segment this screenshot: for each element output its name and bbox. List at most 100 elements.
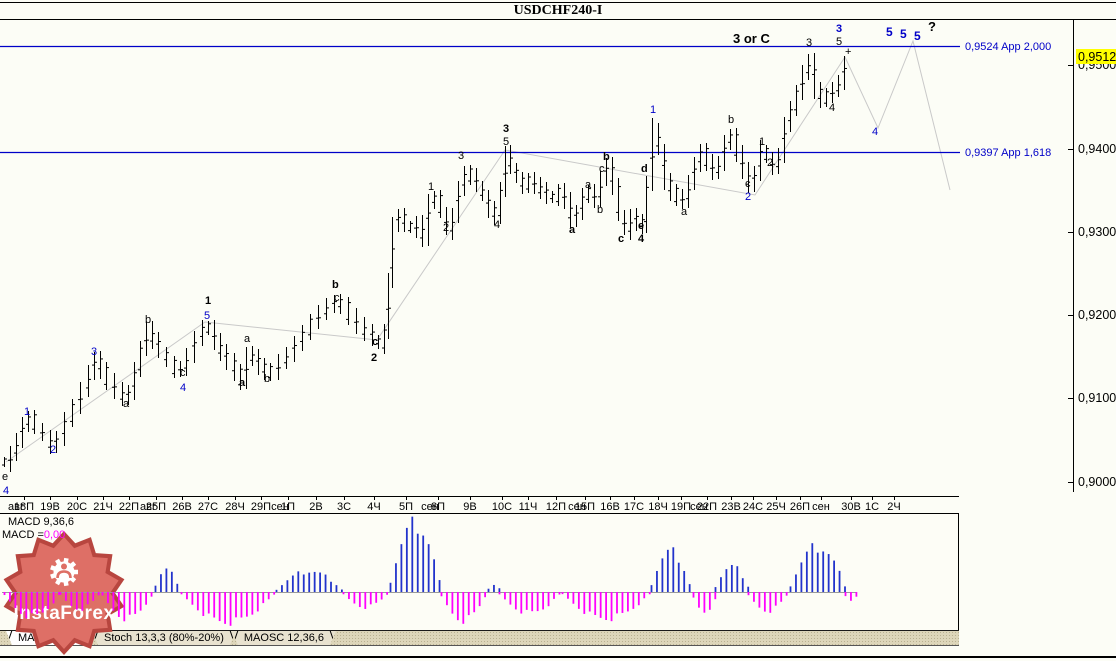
wave-label: 1: [428, 181, 434, 193]
wave-label: 4: [494, 219, 500, 231]
wave-label: b: [332, 279, 339, 291]
wave-label: 5: [886, 25, 893, 39]
time-axis-label: 18Ч: [648, 501, 668, 513]
trend-projection-line: [5, 39, 951, 463]
wave-label: 4: [872, 126, 878, 138]
time-axis-label: 5П: [399, 501, 413, 513]
time-axis-label: 24С: [743, 501, 763, 513]
time-axis-label: 10С: [492, 501, 512, 513]
current-price-tag: [1076, 49, 1116, 64]
wave-label: a: [239, 377, 246, 389]
time-axis-label: 11Ч: [519, 501, 538, 513]
chart-title-bar: USDCHF240-I: [0, 2, 1116, 20]
tab-stoch[interactable]: Stoch 13,3,3 (80%-20%): [92, 631, 236, 645]
macd-value-prefix: MACD =: [2, 529, 44, 541]
wave-label: 2: [443, 222, 449, 234]
time-axis-label: 2В: [309, 501, 322, 513]
wave-label: b: [597, 204, 603, 216]
indicator-tabs: MACD 9,36,6 Stoch 13,3,3 (80%-20%) MAOSC 1…: [0, 630, 959, 646]
wave-label: b: [145, 314, 151, 326]
macd-value: 0,00: [43, 529, 66, 541]
wave-label: c: [618, 233, 624, 245]
time-axis-label: 15П: [575, 501, 595, 513]
wave-label: a: [585, 179, 592, 191]
wave-label: +: [845, 46, 851, 58]
wave-label: c: [599, 163, 605, 175]
wave-label: 1: [205, 295, 211, 307]
wave-label: b: [264, 373, 270, 385]
time-axis-month-label: сен: [690, 501, 708, 513]
wave-label: ?: [928, 19, 936, 34]
wave-label: 5: [204, 310, 210, 322]
time-axis-month-label: авг: [8, 501, 24, 513]
wave-label: c: [372, 336, 378, 348]
wave-label: 2: [50, 444, 56, 456]
wave-label: 5: [900, 27, 907, 41]
time-axis-month-label: авг: [140, 501, 156, 513]
wave-label: e: [2, 471, 8, 483]
time-axis-label: 21Ч: [93, 501, 113, 513]
time-axis-label: 18П: [14, 501, 34, 513]
wave-label: 1: [650, 104, 656, 116]
symbol-title: USDCHF240-I: [513, 3, 603, 18]
time-axis-label: 22П: [119, 501, 139, 513]
wave-label: 3: [503, 123, 509, 135]
wave-label: 3: [458, 150, 464, 162]
wave-label: a: [569, 224, 576, 236]
wave-label: 1: [24, 406, 30, 418]
time-axis-month-label: сен: [568, 501, 586, 513]
macd-value-line: MACD =0,00: [2, 529, 65, 541]
wave-label: 3: [836, 23, 842, 35]
time-axis-label: 16В: [600, 501, 620, 513]
time-axis-label: 26П: [790, 501, 810, 513]
wave-label: 3 or C: [733, 31, 770, 46]
time-axis-label: 2Ч: [887, 501, 900, 513]
price-axis-label: 0,9200: [1078, 308, 1116, 322]
time-axis-label: 1С: [865, 501, 879, 513]
wave-label: 3: [806, 37, 812, 49]
price-axis-label: 0,9300: [1078, 225, 1116, 239]
time-axis-label: 30В: [841, 501, 861, 513]
time-axis-label: 25П: [146, 501, 166, 513]
price-axis-label: 0,9000: [1078, 475, 1116, 489]
wave-label: e: [638, 220, 644, 232]
time-axis-label: 28Ч: [225, 501, 245, 513]
wave-label: 4: [829, 102, 835, 114]
time-axis-label: 23В: [721, 501, 741, 513]
macd-pane: [0, 513, 959, 630]
time-axis-label: 9В: [463, 501, 476, 513]
price-axis: 0,95000,94000,93000,92000,91000,90000,95…: [1068, 20, 1116, 492]
wave-label: 5: [503, 136, 509, 148]
wave-label: c: [745, 178, 751, 190]
time-axis-label: 4Ч: [367, 501, 380, 513]
price-axis-label: 0,9400: [1078, 142, 1116, 156]
wave-label: 2: [767, 157, 773, 169]
app-level-label: 0,9397 App 1,618: [965, 147, 1051, 159]
tab-maosc[interactable]: MAOSC 12,36,6: [232, 631, 336, 645]
time-axis-label: 20С: [67, 501, 87, 513]
current-price-label: 0,9512: [1078, 50, 1116, 64]
wave-label: a: [244, 333, 251, 345]
time-axis-month-label: сен: [421, 501, 439, 513]
app-level-lines: 0,9524 App 2,000 0,9397 App 1,618: [0, 41, 1051, 159]
tab-macd[interactable]: MACD 9,36,6: [6, 631, 96, 645]
wave-label: c: [334, 292, 340, 304]
wave-label: d: [641, 163, 648, 175]
price-axis-label: 0,9100: [1078, 391, 1116, 405]
time-axis-label: 19В: [40, 501, 60, 513]
wave-label: 1: [759, 136, 765, 148]
wave-label: 2: [371, 352, 377, 364]
wave-label: a: [123, 398, 130, 410]
wave-label: 4: [180, 382, 186, 394]
price-bars: [2, 53, 847, 472]
wave-label: 4: [3, 485, 9, 497]
time-axis-label: 1П: [281, 501, 295, 513]
wave-label: 3: [91, 346, 97, 358]
time-axis-label: 12П: [546, 501, 566, 513]
time-axis-label: 25Ч: [766, 501, 786, 513]
wave-label: 4: [638, 233, 645, 245]
